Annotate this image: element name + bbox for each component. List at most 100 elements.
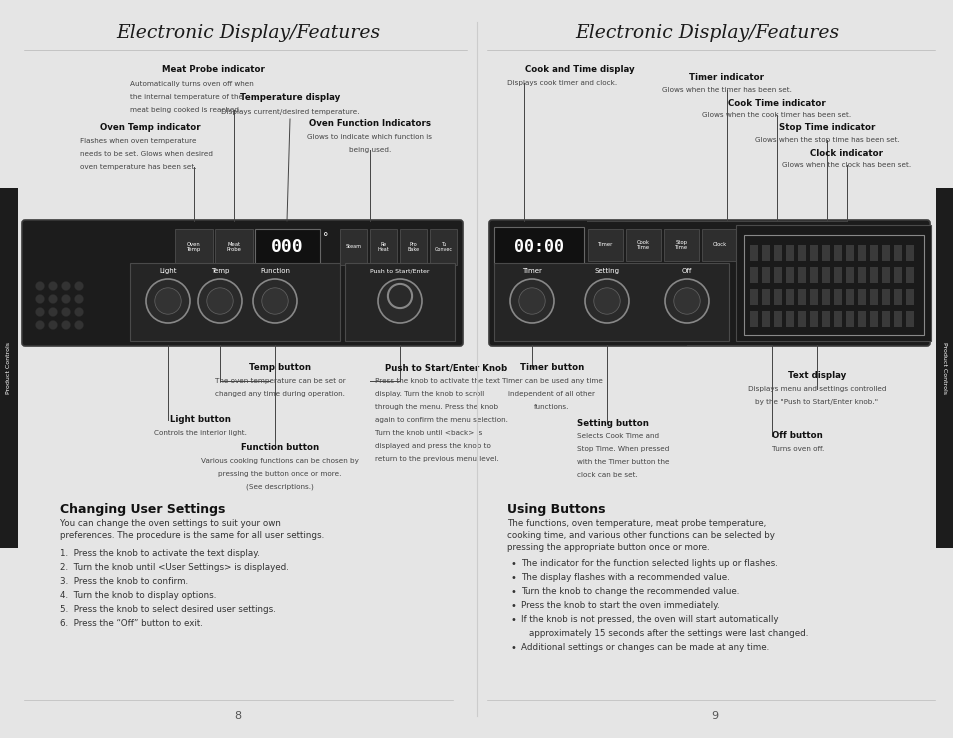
Bar	[797, 245, 805, 261]
Text: •: •	[511, 587, 517, 597]
Bar	[345, 263, 455, 341]
Text: °: °	[323, 232, 329, 242]
Bar	[773, 289, 781, 305]
Text: preferences. The procedure is the same for all user settings.: preferences. The procedure is the same f…	[60, 531, 324, 540]
Circle shape	[74, 308, 84, 317]
Bar	[869, 245, 877, 261]
Bar	[893, 311, 901, 327]
Text: The indicator for the function selected lights up or flashes.: The indicator for the function selected …	[520, 559, 777, 568]
Text: functions.: functions.	[534, 404, 569, 410]
Circle shape	[261, 288, 288, 314]
Circle shape	[146, 279, 190, 323]
Text: cooking time, and various other functions can be selected by: cooking time, and various other function…	[506, 531, 774, 540]
Circle shape	[664, 279, 708, 323]
Text: Oven Function Indicators: Oven Function Indicators	[309, 119, 431, 128]
Bar	[430, 229, 456, 265]
Text: •: •	[511, 601, 517, 611]
Text: Using Buttons: Using Buttons	[506, 503, 605, 517]
Text: Turn the knob until <back> is: Turn the knob until <back> is	[375, 430, 482, 436]
Bar	[809, 311, 817, 327]
Circle shape	[35, 308, 45, 317]
Text: clock can be set.: clock can be set.	[577, 472, 638, 478]
Text: return to the previous menu level.: return to the previous menu level.	[375, 456, 498, 462]
Bar	[701, 229, 737, 261]
Text: Push to Start/Enter: Push to Start/Enter	[370, 269, 429, 274]
Text: Flashes when oven temperature: Flashes when oven temperature	[80, 138, 196, 144]
Bar	[857, 267, 865, 283]
Text: The display flashes with a recommended value.: The display flashes with a recommended v…	[520, 573, 729, 582]
Circle shape	[61, 281, 71, 291]
Text: Stop
Time: Stop Time	[674, 240, 687, 250]
Bar	[587, 229, 622, 261]
Text: Turn the knob to change the recommended value.: Turn the knob to change the recommended …	[520, 587, 739, 596]
Circle shape	[510, 279, 554, 323]
Text: Displays cook timer and clock.: Displays cook timer and clock.	[506, 80, 617, 86]
Text: Automatically turns oven off when: Automatically turns oven off when	[130, 81, 253, 87]
FancyBboxPatch shape	[489, 220, 929, 346]
Text: Text display: Text display	[787, 371, 845, 381]
Text: 6.  Press the “Off” button to exit.: 6. Press the “Off” button to exit.	[60, 618, 203, 627]
Bar	[857, 289, 865, 305]
Bar	[785, 267, 793, 283]
Text: needs to be set. Glows when desired: needs to be set. Glows when desired	[80, 151, 213, 157]
Text: Temperature display: Temperature display	[239, 94, 340, 103]
Circle shape	[584, 279, 628, 323]
Circle shape	[154, 288, 181, 314]
Text: Press the knob to activate the text: Press the knob to activate the text	[375, 378, 499, 384]
Text: again to confirm the menu selection.: again to confirm the menu selection.	[375, 417, 507, 423]
Text: oven temperature has been set.: oven temperature has been set.	[80, 164, 196, 170]
Bar	[869, 311, 877, 327]
Bar	[821, 289, 829, 305]
Text: Electronic Display/Features: Electronic Display/Features	[575, 24, 839, 42]
Circle shape	[35, 281, 45, 291]
Bar	[893, 245, 901, 261]
Text: independent of all other: independent of all other	[508, 391, 595, 397]
Text: Glows when the clock has been set.: Glows when the clock has been set.	[781, 162, 911, 168]
Text: Glows to indicate which function is: Glows to indicate which function is	[307, 134, 432, 140]
Text: Electronic Display/Features: Electronic Display/Features	[116, 24, 379, 42]
Bar	[785, 289, 793, 305]
Text: meat being cooked is reached.: meat being cooked is reached.	[130, 107, 241, 113]
Bar	[370, 229, 396, 265]
Text: Setting: Setting	[594, 268, 618, 274]
Text: Off button: Off button	[771, 432, 821, 441]
Circle shape	[74, 281, 84, 291]
Text: Temp: Temp	[211, 268, 229, 274]
Circle shape	[74, 294, 84, 303]
Circle shape	[593, 288, 619, 314]
Text: display. Turn the knob to scroll: display. Turn the knob to scroll	[375, 391, 484, 397]
Text: 8: 8	[234, 711, 241, 721]
Text: pressing the button once or more.: pressing the button once or more.	[218, 471, 341, 477]
Bar	[254, 229, 319, 267]
Text: displayed and press the knob to: displayed and press the knob to	[375, 443, 491, 449]
Text: 2.  Turn the knob until <User Settings> is displayed.: 2. Turn the knob until <User Settings> i…	[60, 562, 289, 571]
Bar	[797, 289, 805, 305]
Text: Product Controls: Product Controls	[942, 342, 946, 394]
Text: Clock: Clock	[712, 243, 726, 247]
Bar	[749, 289, 758, 305]
Bar	[749, 267, 758, 283]
Text: pressing the appropriate button once or more.: pressing the appropriate button once or …	[506, 543, 709, 553]
Text: Oven
Temp: Oven Temp	[187, 241, 201, 252]
Text: with the Timer button the: with the Timer button the	[577, 459, 669, 465]
Text: being used.: being used.	[349, 147, 391, 153]
Text: Changing User Settings: Changing User Settings	[60, 503, 225, 517]
Text: Press the knob to start the oven immediately.: Press the knob to start the oven immedia…	[520, 601, 719, 610]
Bar	[821, 245, 829, 261]
FancyBboxPatch shape	[22, 220, 462, 346]
Bar	[821, 267, 829, 283]
Bar	[869, 289, 877, 305]
Circle shape	[207, 288, 233, 314]
Circle shape	[61, 308, 71, 317]
Bar	[749, 245, 758, 261]
Bar	[749, 311, 758, 327]
Text: Function button: Function button	[241, 444, 318, 452]
Text: Push to Start/Enter Knob: Push to Start/Enter Knob	[385, 364, 507, 373]
Bar	[785, 245, 793, 261]
Circle shape	[35, 294, 45, 303]
Circle shape	[198, 279, 242, 323]
Text: through the menu. Press the knob: through the menu. Press the knob	[375, 404, 497, 410]
Bar	[130, 263, 339, 341]
Bar	[845, 311, 853, 327]
Bar	[845, 289, 853, 305]
